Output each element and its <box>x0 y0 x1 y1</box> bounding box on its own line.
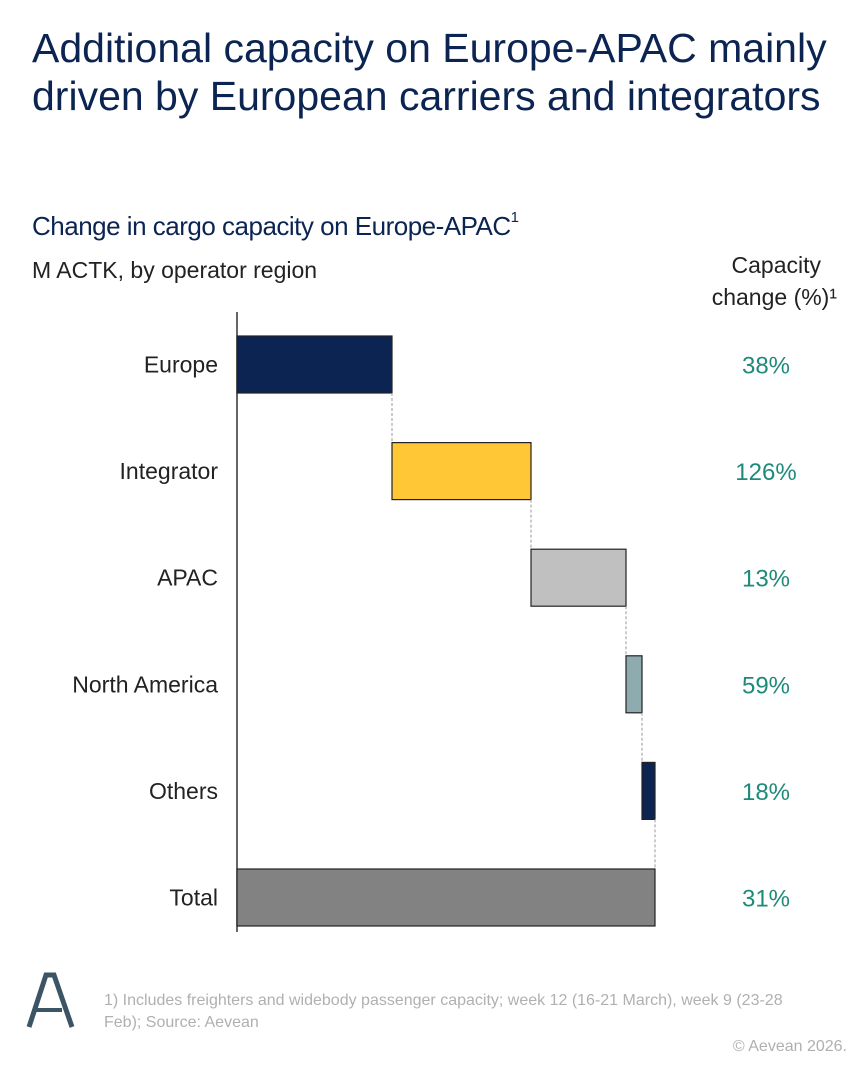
unit-label: M ACTK, by operator region <box>32 257 318 283</box>
pct-change-label: 59% <box>742 672 790 699</box>
pct-change-label: 31% <box>742 886 790 913</box>
pct-change-label: 13% <box>742 566 790 593</box>
copyright: © Aevean 2026. <box>732 1038 847 1055</box>
pct-change-label: 38% <box>742 353 790 380</box>
bar-integrator <box>391 442 532 501</box>
chart-subtitle: Change in cargo capacity on Europe-APAC1 <box>32 209 519 242</box>
bar-total <box>236 868 656 927</box>
category-label: Integrator <box>120 458 219 484</box>
header-line2: change (%)¹ <box>711 284 837 310</box>
bar-europe <box>236 335 393 394</box>
footnote-marker: 1 <box>510 209 519 226</box>
aevean-logo <box>22 972 78 1035</box>
category-label: Others <box>149 778 218 804</box>
subtitle-text: Change in cargo capacity on Europe-APAC <box>32 211 511 241</box>
page-title: Additional capacity on Europe-APAC mainl… <box>32 25 827 119</box>
category-label: Europe <box>144 352 218 378</box>
pct-change-label: 18% <box>742 779 790 806</box>
category-label: North America <box>72 671 218 697</box>
category-label: APAC <box>157 565 218 591</box>
footnote: 1) Includes freighters and widebody pass… <box>104 992 783 1031</box>
bar-others <box>641 761 656 821</box>
pct-change-label: 126% <box>735 459 796 486</box>
category-label: Total <box>169 885 218 911</box>
bar-apac <box>530 548 627 607</box>
header-line1: Capacity <box>731 252 821 278</box>
bar-north-america <box>625 655 643 714</box>
capacity-change-header: Capacity change (%)¹ <box>637 249 837 313</box>
